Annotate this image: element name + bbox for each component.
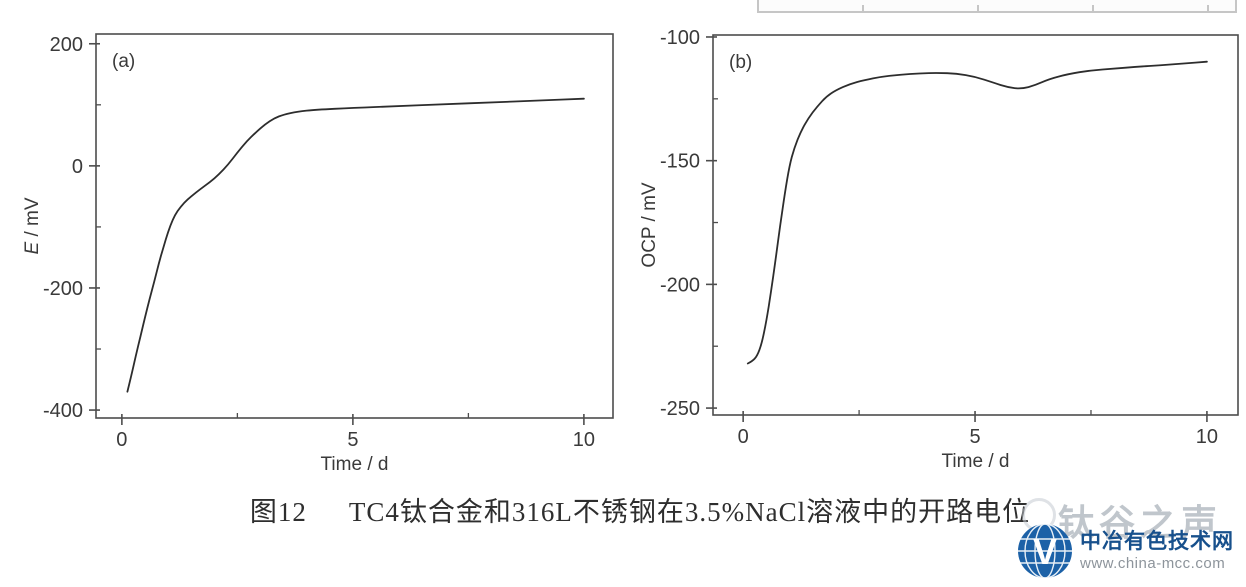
chart-svg: 0 5 10 -100 -150 -200 -250 Time / d OCP / mV (b): [639, 27, 1239, 472]
series-curve: [126, 97, 585, 393]
y-tick-label: -250: [660, 398, 700, 420]
x-tick-label: 0: [738, 426, 749, 448]
figure-caption-text: TC4钛合金和316L不锈钢在3.5%NaCl溶液中的开路电位: [348, 497, 1031, 527]
x-tick-label: 10: [1196, 426, 1218, 448]
y-tick-label: -200: [43, 278, 83, 300]
y-tick-label: -400: [43, 400, 83, 422]
plot-frame: [712, 34, 1239, 416]
y-tick-label: -100: [660, 27, 700, 49]
x-tick-label: 5: [347, 429, 358, 451]
y-axis-title: E / mV: [22, 197, 43, 254]
y-tick-label: 0: [72, 156, 83, 178]
panel-label: (a): [112, 51, 135, 72]
series-curve: [746, 60, 1208, 365]
plot-frame: [95, 33, 614, 419]
cropped-figure-tick: [862, 5, 864, 11]
cropped-figure-tick: [977, 5, 979, 11]
cropped-figure-tick: [1092, 5, 1094, 11]
y-tick-label: -150: [660, 151, 700, 173]
globe-icon: V: [1016, 522, 1074, 585]
site-url: www.china-mcc.com: [1080, 555, 1226, 572]
logo-text-block: 中冶有色技术网 www.china-mcc.com: [1080, 530, 1234, 572]
x-axis-title: Time / d: [321, 454, 389, 470]
figure-number: 图12: [249, 497, 307, 527]
cropped-figure-edge: [757, 0, 1237, 13]
x-tick-label: 10: [573, 429, 595, 451]
cropped-figure-tick: [1207, 5, 1209, 11]
x-tick-label: 0: [116, 429, 127, 451]
logo-monogram: V: [1033, 531, 1057, 572]
site-logo: V 中冶有色技术网 www.china-mcc.com: [1016, 520, 1246, 586]
y-tick-label: 200: [50, 34, 83, 56]
chart-panel-b: 0 5 10 -100 -150 -200 -250 Time / d OCP / mV (b): [639, 0, 1246, 472]
x-axis-title: Time / d: [942, 451, 1010, 470]
y-tick-label: -200: [660, 274, 700, 296]
chart-svg: 0 5 10 200 0 -200 -400 Time / d E / mV (a): [22, 33, 614, 475]
site-name: 中冶有色技术网: [1080, 530, 1234, 553]
figure-caption: 图12 TC4钛合金和316L不锈钢在3.5%NaCl溶液中的开路电位: [0, 490, 1246, 529]
y-axis-title: OCP / mV: [640, 182, 660, 267]
panel-label: (b): [729, 52, 752, 73]
watermark-text: 钛谷之声: [1058, 502, 1223, 543]
chart-panel-a: 0 5 10 200 0 -200 -400 Time / d E / mV (a): [0, 0, 640, 475]
x-tick-label: 5: [969, 426, 980, 448]
